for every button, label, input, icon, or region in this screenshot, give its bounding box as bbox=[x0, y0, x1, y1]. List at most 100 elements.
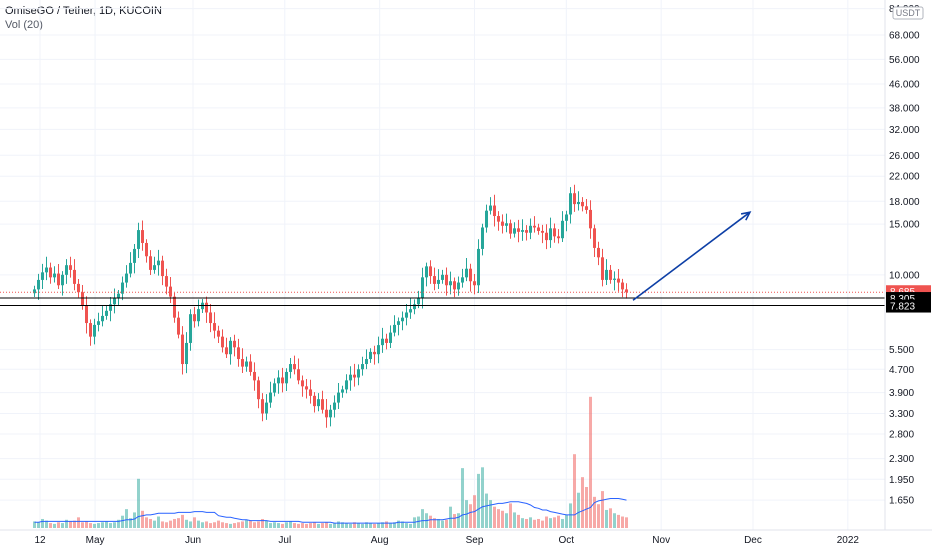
volume-bar bbox=[125, 509, 128, 528]
volume-bar bbox=[533, 519, 536, 528]
volume-bar bbox=[197, 520, 200, 528]
volume-bar bbox=[537, 518, 540, 528]
volume-bar bbox=[209, 523, 212, 528]
candle-body bbox=[613, 278, 616, 280]
currency-badge[interactable]: USDT bbox=[892, 6, 924, 20]
price-tick-label: 1.650 bbox=[889, 496, 914, 507]
candle-body bbox=[125, 273, 128, 283]
volume-bar bbox=[117, 519, 120, 528]
volume-bar bbox=[249, 520, 252, 528]
volume-bar bbox=[377, 523, 380, 528]
candle-body bbox=[529, 225, 532, 233]
volume-bar bbox=[173, 518, 176, 528]
candle-body bbox=[173, 296, 176, 318]
time-tick-label: Sep bbox=[466, 535, 484, 546]
volume-bar bbox=[329, 523, 332, 528]
candle-body bbox=[329, 409, 332, 418]
candle-body bbox=[413, 304, 416, 310]
candle-body bbox=[49, 267, 52, 278]
candle-body bbox=[145, 242, 148, 257]
candle-body bbox=[237, 347, 240, 360]
candle-body bbox=[153, 265, 156, 270]
volume-bar bbox=[469, 504, 472, 528]
volume-bar bbox=[337, 521, 340, 528]
candle-body bbox=[261, 399, 264, 414]
candle-body bbox=[497, 216, 500, 222]
volume-bar bbox=[565, 514, 568, 528]
volume-bar bbox=[41, 518, 44, 528]
volume-bar bbox=[373, 523, 376, 528]
volume-bar bbox=[605, 509, 608, 528]
volume-bars bbox=[33, 396, 628, 528]
price-tick-label: 10.000 bbox=[889, 270, 920, 281]
volume-bar bbox=[69, 521, 72, 528]
level-price-tag: 7.823 bbox=[886, 299, 931, 313]
price-tick-label: 68.000 bbox=[889, 31, 920, 42]
candle-body bbox=[133, 248, 136, 263]
arrow-shaft[interactable] bbox=[632, 211, 751, 301]
candle-body bbox=[61, 274, 64, 286]
price-tick-label: 22.000 bbox=[889, 172, 920, 183]
candle-body bbox=[381, 338, 384, 346]
horizontal-levels bbox=[0, 291, 885, 307]
price-tick-label: 2.300 bbox=[889, 454, 914, 465]
grid-lines bbox=[0, 0, 885, 530]
volume-bar bbox=[453, 514, 456, 528]
price-tick-label: 15.000 bbox=[889, 220, 920, 231]
candle-body bbox=[117, 293, 120, 299]
volume-bar bbox=[341, 522, 344, 528]
volume-bar bbox=[113, 522, 116, 528]
volume-bar bbox=[289, 521, 292, 528]
volume-bar bbox=[233, 523, 236, 528]
volume-bar bbox=[265, 520, 268, 528]
volume-bar bbox=[409, 523, 412, 528]
candle-body bbox=[141, 230, 144, 243]
candle-body bbox=[177, 317, 180, 335]
candle-body bbox=[81, 292, 84, 306]
candle-body bbox=[309, 389, 312, 396]
volume-bar bbox=[121, 515, 124, 528]
symbol-legend[interactable]: OmiseGO / Tether, 1D, KUCOIN bbox=[5, 5, 162, 17]
candle-body bbox=[385, 338, 388, 343]
candle-body bbox=[161, 260, 164, 277]
volume-bar bbox=[477, 473, 480, 528]
price-axis: 84.00068.00056.00046.00038.00032.00026.0… bbox=[889, 4, 920, 507]
volume-bar bbox=[185, 519, 188, 528]
volume-bar bbox=[277, 523, 280, 528]
volume-bar bbox=[485, 493, 488, 528]
candle-body bbox=[37, 279, 40, 290]
candle-body bbox=[581, 201, 584, 207]
price-tick-label: 32.000 bbox=[889, 125, 920, 136]
candle-body bbox=[197, 309, 200, 322]
volume-bar bbox=[593, 496, 596, 528]
volume-bar bbox=[509, 503, 512, 528]
volume-bar bbox=[77, 517, 80, 528]
candle-body bbox=[221, 336, 224, 348]
volume-bar bbox=[489, 500, 492, 528]
candle-body bbox=[233, 340, 236, 348]
candle-body bbox=[349, 374, 352, 381]
volume-ma-line bbox=[34, 498, 627, 524]
candle-body bbox=[277, 377, 280, 384]
candle-body bbox=[229, 340, 232, 355]
candle-body bbox=[493, 205, 496, 217]
candle-body bbox=[525, 230, 528, 233]
candle-body bbox=[333, 402, 336, 410]
volume-bar bbox=[345, 523, 348, 528]
volume-bar bbox=[137, 478, 140, 528]
candle-body bbox=[73, 269, 76, 284]
level-tag-value: 7.823 bbox=[890, 302, 915, 313]
time-tick-label: Dec bbox=[744, 535, 762, 546]
volume-bar bbox=[129, 518, 132, 528]
volume-bar bbox=[89, 523, 92, 528]
volume-bar bbox=[97, 523, 100, 528]
volume-bar bbox=[169, 520, 172, 528]
volume-bar bbox=[437, 518, 440, 528]
candle-body bbox=[301, 380, 304, 387]
candle-body bbox=[449, 281, 452, 286]
volume-bar bbox=[361, 523, 364, 528]
candle-body bbox=[569, 193, 572, 215]
candle-body bbox=[321, 399, 324, 410]
volume-legend[interactable]: Vol (20) bbox=[5, 19, 43, 31]
